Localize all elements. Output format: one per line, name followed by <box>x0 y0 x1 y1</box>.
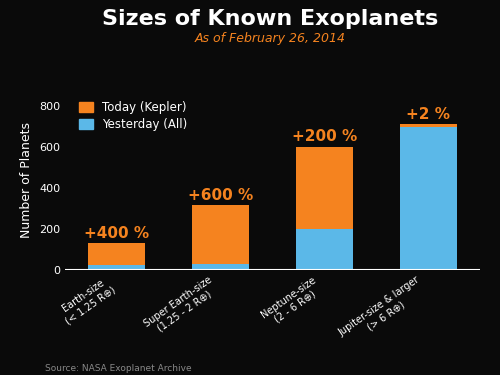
Bar <box>88 243 146 265</box>
Bar <box>192 204 249 264</box>
Text: +2 %: +2 % <box>406 107 450 122</box>
Bar <box>400 127 456 270</box>
Text: +400 %: +400 % <box>84 226 150 242</box>
Bar <box>400 124 456 127</box>
Bar <box>192 264 249 270</box>
Bar <box>296 147 353 229</box>
Legend: Today (Kepler), Yesterday (All): Today (Kepler), Yesterday (All) <box>75 98 191 134</box>
Text: Sizes of Known Exoplanets: Sizes of Known Exoplanets <box>102 9 438 29</box>
Bar <box>296 229 353 270</box>
Text: +600 %: +600 % <box>188 188 254 202</box>
Text: Source: NASA Exoplanet Archive: Source: NASA Exoplanet Archive <box>45 364 192 373</box>
Text: +200 %: +200 % <box>292 129 357 144</box>
Y-axis label: Number of Planets: Number of Planets <box>20 122 34 238</box>
Bar <box>88 265 146 270</box>
Text: As of February 26, 2014: As of February 26, 2014 <box>194 32 346 45</box>
